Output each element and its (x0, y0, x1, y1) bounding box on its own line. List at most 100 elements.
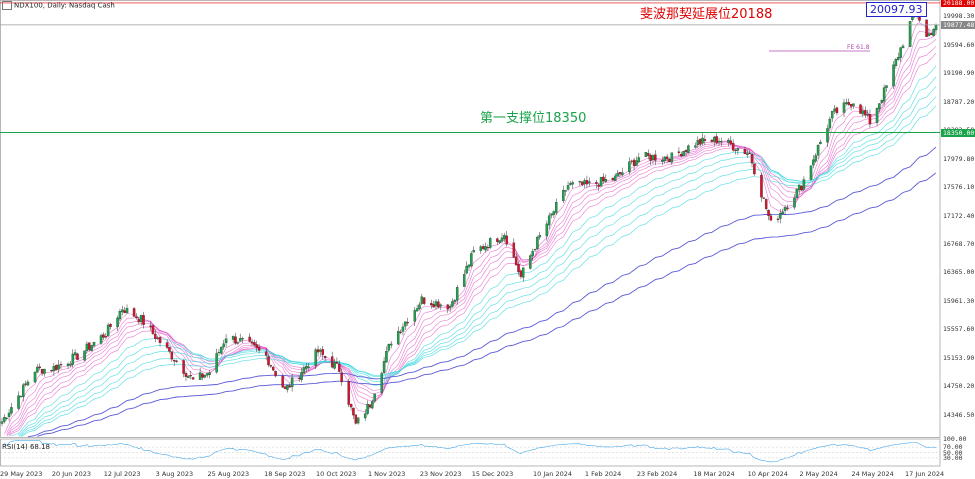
candle (121, 305, 124, 316)
slow-ma-160 (37, 172, 937, 437)
candle (257, 343, 261, 354)
candle (21, 382, 25, 402)
candle (687, 144, 690, 154)
candle (274, 370, 277, 378)
candle (514, 253, 518, 266)
candle (892, 61, 895, 89)
candle (595, 179, 598, 189)
candle (446, 304, 450, 314)
candle (512, 238, 516, 258)
y-tick-label: 14750.20 (943, 382, 975, 391)
candle (281, 374, 284, 388)
candle (566, 181, 570, 192)
candle (715, 133, 718, 145)
candle (613, 173, 617, 182)
candle (297, 375, 301, 382)
candle (569, 181, 572, 186)
candle (168, 346, 171, 354)
candle (316, 345, 320, 357)
candle (585, 175, 589, 189)
candle (484, 242, 487, 253)
candle (588, 177, 591, 187)
candle (253, 339, 256, 347)
x-tick-label: 29 May 2023 (0, 470, 43, 478)
candle (385, 346, 388, 363)
candle (418, 301, 421, 311)
candle (170, 351, 174, 362)
candle (583, 178, 586, 188)
candle (750, 153, 754, 168)
fast-ma-11 (6, 34, 937, 436)
candle (73, 349, 77, 359)
candle (182, 359, 185, 378)
chart-frame (0, 0, 941, 467)
candle (861, 105, 865, 118)
x-tick-label: 18 Mar 2024 (693, 470, 735, 478)
y-tick-label: 17172.40 (943, 211, 975, 220)
fast-ma-8 (6, 30, 937, 433)
candle (830, 110, 834, 123)
candle (878, 103, 881, 113)
mid-ma-30 (11, 65, 937, 437)
rsi-tick-label: 100.00 (943, 435, 967, 443)
candle (694, 142, 697, 149)
candle (323, 355, 327, 362)
rsi-label: RSI(14) 68.18 (2, 443, 51, 451)
candle (555, 198, 558, 215)
x-tick-label: 18 Sep 2023 (264, 470, 306, 478)
candle (413, 307, 417, 326)
candle (396, 326, 400, 345)
candle (439, 303, 442, 310)
candle (142, 311, 145, 329)
candle (380, 371, 383, 395)
candle (99, 333, 103, 345)
x-tick-label: 3 Aug 2023 (155, 470, 194, 478)
candle (602, 173, 605, 184)
candle (538, 231, 542, 240)
x-tick-label: 12 Jul 2023 (103, 470, 141, 478)
candle (201, 372, 204, 381)
candle (680, 151, 683, 157)
fast-ma-5 (4, 22, 937, 435)
candle (496, 237, 499, 245)
candle (746, 149, 749, 158)
candle (139, 314, 143, 326)
candle (290, 373, 294, 392)
candle (762, 197, 766, 200)
candle (630, 159, 633, 165)
fast-ma-22 (8, 52, 937, 437)
candle (814, 153, 817, 164)
chart-header: NDX100, Daily: Nasdaq Cash (2, 1, 115, 10)
mid-ma-66 (20, 105, 937, 438)
candle (399, 329, 402, 335)
price-panel-border (0, 0, 941, 438)
candle (545, 220, 549, 241)
candle (69, 360, 72, 367)
candle (925, 19, 928, 38)
candle (547, 212, 551, 230)
candle (779, 209, 782, 224)
y-tick-label: 15961.30 (943, 296, 975, 305)
candle (371, 399, 374, 410)
candle (66, 362, 70, 369)
candle (479, 245, 483, 254)
candle (467, 264, 471, 272)
candle (710, 139, 714, 143)
candle (748, 150, 751, 154)
candle (451, 298, 454, 308)
candle (208, 369, 211, 379)
candle (123, 306, 126, 314)
x-tick-label: 20 Jun 2023 (51, 470, 91, 478)
candle (203, 374, 207, 379)
candle (10, 403, 13, 416)
candle (333, 358, 336, 370)
candle (769, 213, 773, 222)
candle (83, 350, 86, 362)
x-tick-label: 10 Apr 2024 (747, 470, 788, 478)
candle (387, 343, 391, 353)
candle (267, 354, 270, 368)
candle (529, 253, 532, 270)
y-tick-label: 19594.60 (943, 40, 975, 49)
rsi-tick-label: 70.00 (943, 443, 963, 452)
